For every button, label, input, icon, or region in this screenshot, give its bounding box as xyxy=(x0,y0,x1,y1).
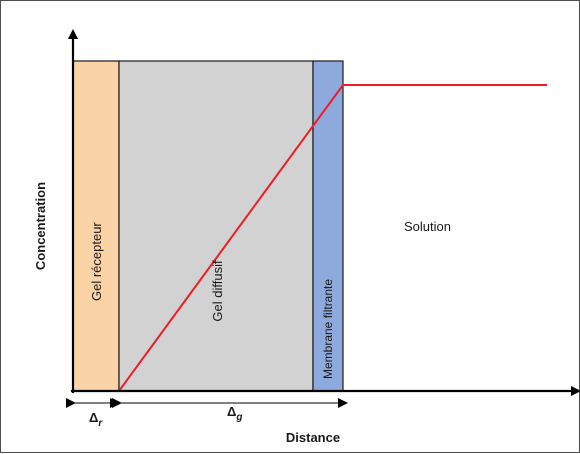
filter-membrane-label: Membrane filtrante xyxy=(321,279,335,379)
filter-membrane-region xyxy=(312,60,344,392)
x-axis-label: Distance xyxy=(286,430,340,445)
receptor-thickness-label: Δr xyxy=(89,410,103,429)
gel-thickness-label: Δg xyxy=(227,404,242,423)
y-axis-label: Concentration xyxy=(33,182,48,270)
receptor-gel-region xyxy=(72,60,120,392)
diffusive-gel-label: Gel diffusif xyxy=(210,260,225,322)
solution-label: Solution xyxy=(404,219,451,234)
diffusive-gel-region xyxy=(118,60,314,392)
receptor-gel-label: Gel récepteur xyxy=(89,222,104,301)
concentration-profile-line xyxy=(118,84,547,392)
